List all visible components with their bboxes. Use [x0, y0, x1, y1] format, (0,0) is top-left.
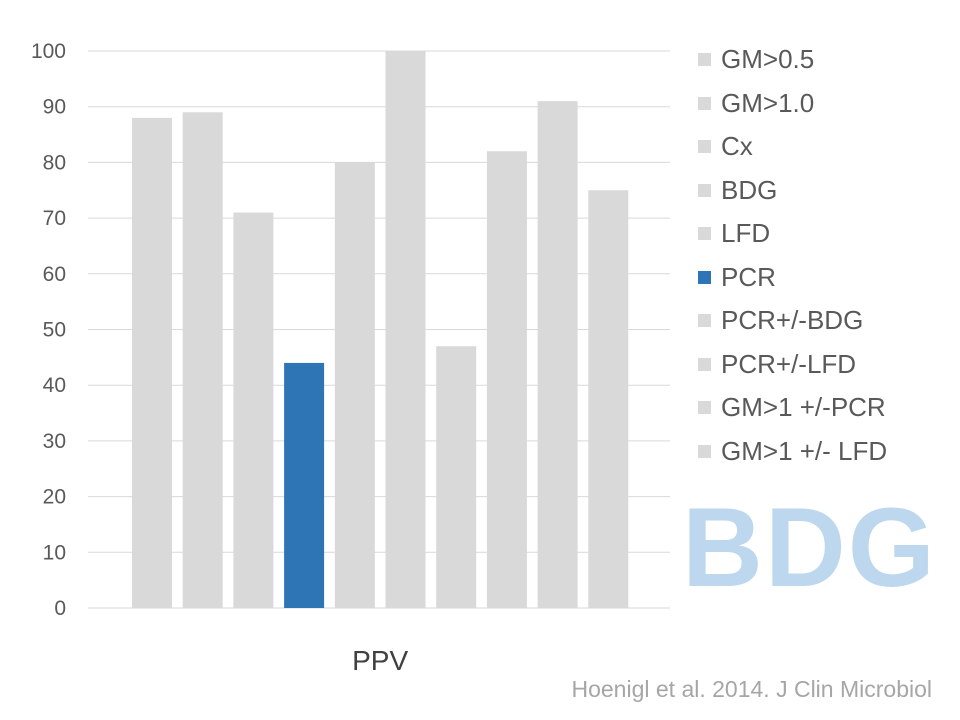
legend-item: LFD — [698, 212, 887, 256]
bar — [588, 190, 629, 608]
legend-swatch — [698, 140, 711, 154]
bar — [284, 362, 325, 608]
citation-text: Hoenigl et al. 2014. J Clin Microbiol — [571, 676, 932, 702]
y-tick-label: 50 — [43, 319, 66, 342]
legend-label: Cx — [721, 131, 753, 162]
legend-item: PCR+/-LFD — [698, 343, 887, 387]
legend-item: GM>1 +/- LFD — [698, 430, 887, 474]
legend-label: GM>1 +/- LFD — [721, 435, 888, 466]
legend-label: PCR — [721, 261, 776, 292]
y-tick-label: 40 — [43, 374, 66, 397]
legend-item: Cx — [698, 125, 887, 169]
legend-swatch — [698, 227, 711, 241]
legend-swatch — [698, 183, 711, 197]
bars — [132, 51, 629, 609]
legend-label: BDG — [721, 174, 778, 205]
gridlines — [88, 50, 670, 609]
y-tick-label: 60 — [43, 263, 66, 286]
bar — [436, 346, 477, 608]
legend-swatch — [698, 401, 711, 415]
legend-label: PCR+/-BDG — [721, 305, 864, 336]
legend-item: PCR — [698, 256, 887, 300]
legend-label: GM>0.5 — [721, 44, 815, 75]
y-tick-label: 80 — [43, 151, 66, 174]
legend-label: GM>1.0 — [721, 87, 815, 118]
legend-label: GM>1 +/-PCR — [721, 392, 886, 423]
y-tick-label: 10 — [43, 541, 66, 564]
legend-swatch — [698, 357, 711, 371]
bar — [182, 112, 223, 609]
x-axis-category-labels: PPV — [352, 645, 408, 676]
bar — [233, 212, 274, 608]
y-tick-label: 70 — [43, 207, 66, 230]
legend-item: GM>1 +/-PCR — [698, 386, 887, 430]
legend-item: GM>0.5 — [698, 38, 887, 82]
y-tick-label: 0 — [54, 597, 66, 620]
chart-legend: GM>0.5 GM>1.0 Cx BDG LFD PCR PCR+/-BDG PCR+/-LF… — [698, 38, 887, 473]
bar — [537, 101, 578, 608]
legend-item: PCR+/-BDG — [698, 299, 887, 343]
bar — [334, 162, 375, 608]
legend-label: PCR+/-LFD — [721, 348, 857, 379]
y-tick-label: 100 — [31, 40, 66, 63]
y-axis-tick-labels: 0 10 20 30 40 50 60 70 80 90 100 — [31, 40, 66, 620]
y-tick-label: 30 — [43, 430, 66, 453]
legend-item: GM>1.0 — [698, 82, 887, 126]
bar — [385, 51, 426, 608]
watermark-label: BDG — [682, 485, 937, 610]
bar — [486, 151, 527, 608]
legend-swatch — [698, 314, 711, 328]
legend-label: LFD — [721, 218, 771, 249]
legend-item: BDG — [698, 169, 887, 213]
legend-swatch — [698, 444, 711, 458]
y-tick-label: 90 — [43, 96, 66, 119]
legend-swatch — [698, 96, 711, 110]
legend-swatch — [698, 53, 711, 67]
y-tick-label: 20 — [43, 486, 66, 509]
bar — [132, 117, 172, 608]
x-category-label: PPV — [352, 645, 408, 676]
legend-swatch — [698, 270, 711, 284]
